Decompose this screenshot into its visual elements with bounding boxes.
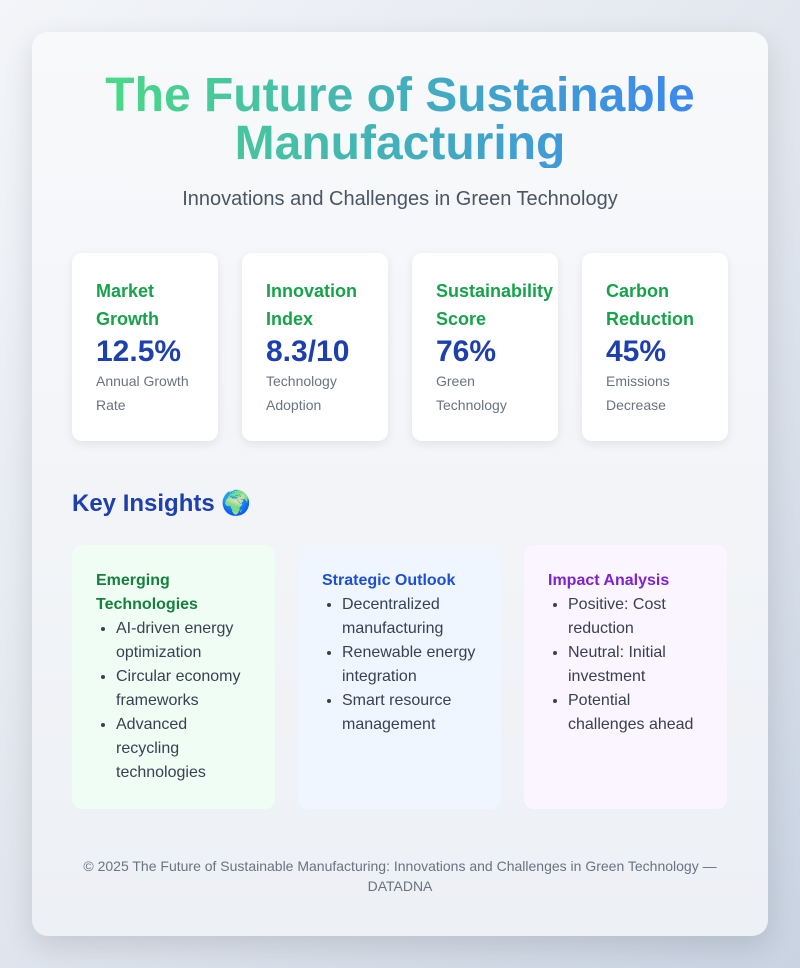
insight-card: Emerging TechnologiesAI-driven energy op… bbox=[72, 545, 275, 809]
insight-card: Strategic Outlook Decentralized manufactu… bbox=[298, 545, 501, 809]
subtitle: Innovations and Challenges in Green Tech… bbox=[182, 188, 618, 210]
insight-item: Renewable energy integration bbox=[342, 641, 477, 689]
main-card: The Future of Sustainable Manufacturing … bbox=[32, 32, 768, 936]
insights-row: Emerging TechnologiesAI-driven energy op… bbox=[72, 545, 728, 809]
insight-card: Impact Analysis Positive: Cost reductionN… bbox=[524, 545, 727, 809]
insight-list: AI-driven energy optimizationCircular ec… bbox=[96, 617, 251, 785]
stat-description: Emissions Decrease bbox=[606, 373, 670, 413]
insight-item: Advanced recycling technologies bbox=[116, 713, 251, 785]
insight-item: Neutral: Initial investment bbox=[568, 641, 703, 689]
stat-value: 8.3/10 bbox=[266, 335, 350, 368]
stat-description: Technology Adoption bbox=[266, 373, 337, 413]
insight-item: Decentralized manufacturing bbox=[342, 593, 477, 641]
stat-label: Carbon Reduction bbox=[606, 281, 694, 329]
stat-description: Annual Growth Rate bbox=[96, 373, 189, 413]
insight-item: Circular economy frameworks bbox=[116, 665, 251, 713]
title: The Future of Sustainable Manufacturing bbox=[72, 72, 728, 168]
footer: © 2025 The Future of Sustainable Manufac… bbox=[83, 858, 717, 894]
stat-card: Innovation Index 8.3/10 Technology Adoptio… bbox=[242, 253, 388, 441]
insight-item: Positive: Cost reduction bbox=[568, 593, 703, 641]
insight-item: Smart resource management bbox=[342, 689, 477, 737]
insight-item: Potential challenges ahead bbox=[568, 689, 703, 737]
insights-heading: Key Insights 🌍 bbox=[72, 490, 252, 517]
stat-label: Sustainability Score bbox=[436, 281, 554, 329]
stat-value: 45% bbox=[606, 335, 667, 368]
stat-card: Carbon Reduction 45% Emissions Decrease bbox=[582, 253, 728, 441]
stat-card: Sustainability Score 76% Green Technology bbox=[412, 253, 558, 441]
insight-list: Decentralized manufacturingRenewable ene… bbox=[322, 593, 477, 737]
stat-value: 76% bbox=[436, 335, 497, 368]
stats-row: Market Growth 12.5% Annual Growth Rate Inno… bbox=[72, 253, 728, 441]
insight-title: Strategic Outlook bbox=[322, 572, 456, 589]
stat-card: Market Growth 12.5% Annual Growth Rate bbox=[72, 253, 218, 441]
insight-title: Impact Analysis bbox=[548, 572, 670, 589]
stat-label: Market Growth bbox=[96, 281, 159, 329]
stat-value: 12.5% bbox=[96, 335, 182, 368]
insight-list: Positive: Cost reductionNeutral: Initial… bbox=[548, 593, 703, 737]
stat-description: Green Technology bbox=[436, 373, 507, 413]
stat-label: Innovation Index bbox=[266, 281, 357, 329]
insight-title: Emerging Technologies bbox=[96, 572, 198, 613]
insight-item: AI-driven energy optimization bbox=[116, 617, 251, 665]
